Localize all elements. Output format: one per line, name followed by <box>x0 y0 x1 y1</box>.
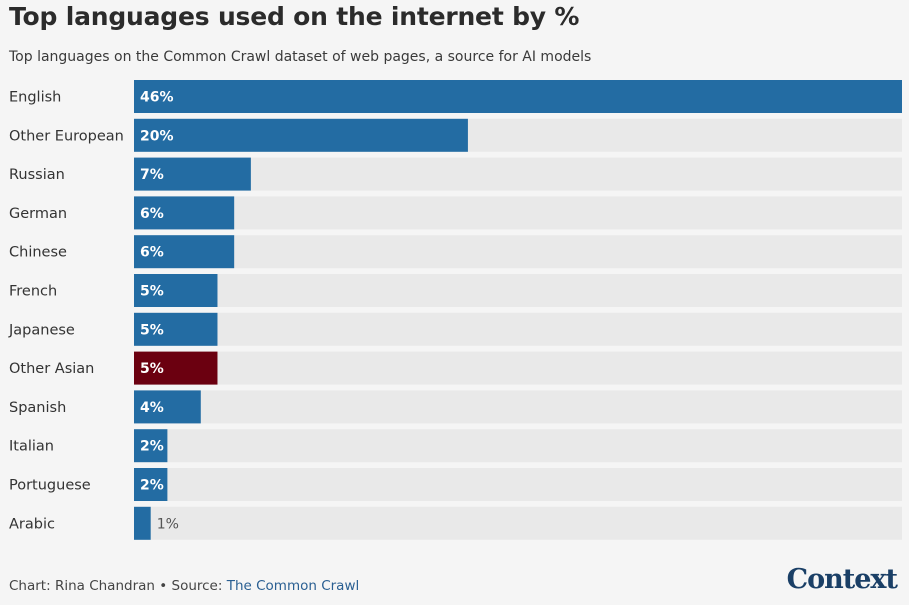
value-label-french: 5% <box>140 284 164 300</box>
bar-spanish <box>134 390 201 424</box>
category-label-portuguese: Portuguese <box>9 478 91 494</box>
bar-chinese <box>134 235 235 269</box>
chart-footer: Chart: Rina Chandran • Source: The Commo… <box>9 578 359 594</box>
category-label-spanish: Spanish <box>9 400 66 416</box>
category-label-other-european: Other European <box>9 128 124 144</box>
bar-german <box>134 196 235 230</box>
value-label-other-asian: 5% <box>140 361 164 377</box>
category-label-russian: Russian <box>9 167 65 183</box>
bar-track-other-asian <box>134 351 902 385</box>
value-label-spanish: 4% <box>140 400 164 416</box>
value-label-german: 6% <box>140 206 164 222</box>
bar-track-spanish <box>134 390 902 424</box>
bar-portuguese <box>134 468 168 501</box>
bar-english <box>134 80 902 113</box>
category-label-french: French <box>9 284 57 300</box>
bar-track-french <box>134 274 902 307</box>
category-label-arabic: Arabic <box>9 516 55 532</box>
bar-french <box>134 274 218 307</box>
value-label-russian: 7% <box>140 167 164 183</box>
value-label-japanese: 5% <box>140 322 164 338</box>
bar-chart: English 46% Other European 20% Russian 7% Germ… <box>8 80 902 540</box>
bar-other-european <box>134 118 468 152</box>
value-label-other-european: 20% <box>140 128 174 144</box>
category-label-other-asian: Other Asian <box>9 361 94 377</box>
bar-russian <box>134 157 251 191</box>
bar-track-italian <box>134 429 902 463</box>
value-label-italian: 2% <box>140 439 164 455</box>
bar-italian <box>134 429 168 463</box>
value-label-arabic: 1% <box>157 516 179 532</box>
bar-track-chinese <box>134 235 902 269</box>
bar-other-asian <box>134 351 218 385</box>
footer-credit: Chart: Rina Chandran • Source: <box>9 578 227 594</box>
bar-japanese <box>134 312 218 346</box>
category-label-english: English <box>9 90 61 106</box>
bar-track-german <box>134 196 902 230</box>
source-link[interactable]: The Common Crawl <box>226 578 360 594</box>
context-logo: Context <box>786 564 898 595</box>
value-label-portuguese: 2% <box>140 478 164 494</box>
bar-arabic <box>134 506 151 540</box>
chart-subtitle: Top languages on the Common Crawl datase… <box>9 49 592 65</box>
category-label-japanese: Japanese <box>8 322 75 338</box>
bar-track-arabic <box>134 506 902 540</box>
category-label-chinese: Chinese <box>9 245 67 261</box>
value-label-chinese: 6% <box>140 245 164 261</box>
bar-track-russian <box>134 157 902 191</box>
value-label-english: 46% <box>140 90 174 106</box>
category-label-german: German <box>9 206 67 222</box>
chart-title: Top languages used on the internet by % <box>9 2 580 31</box>
bar-track-portuguese <box>134 468 902 501</box>
bar-track-japanese <box>134 312 902 346</box>
category-label-italian: Italian <box>9 439 54 455</box>
